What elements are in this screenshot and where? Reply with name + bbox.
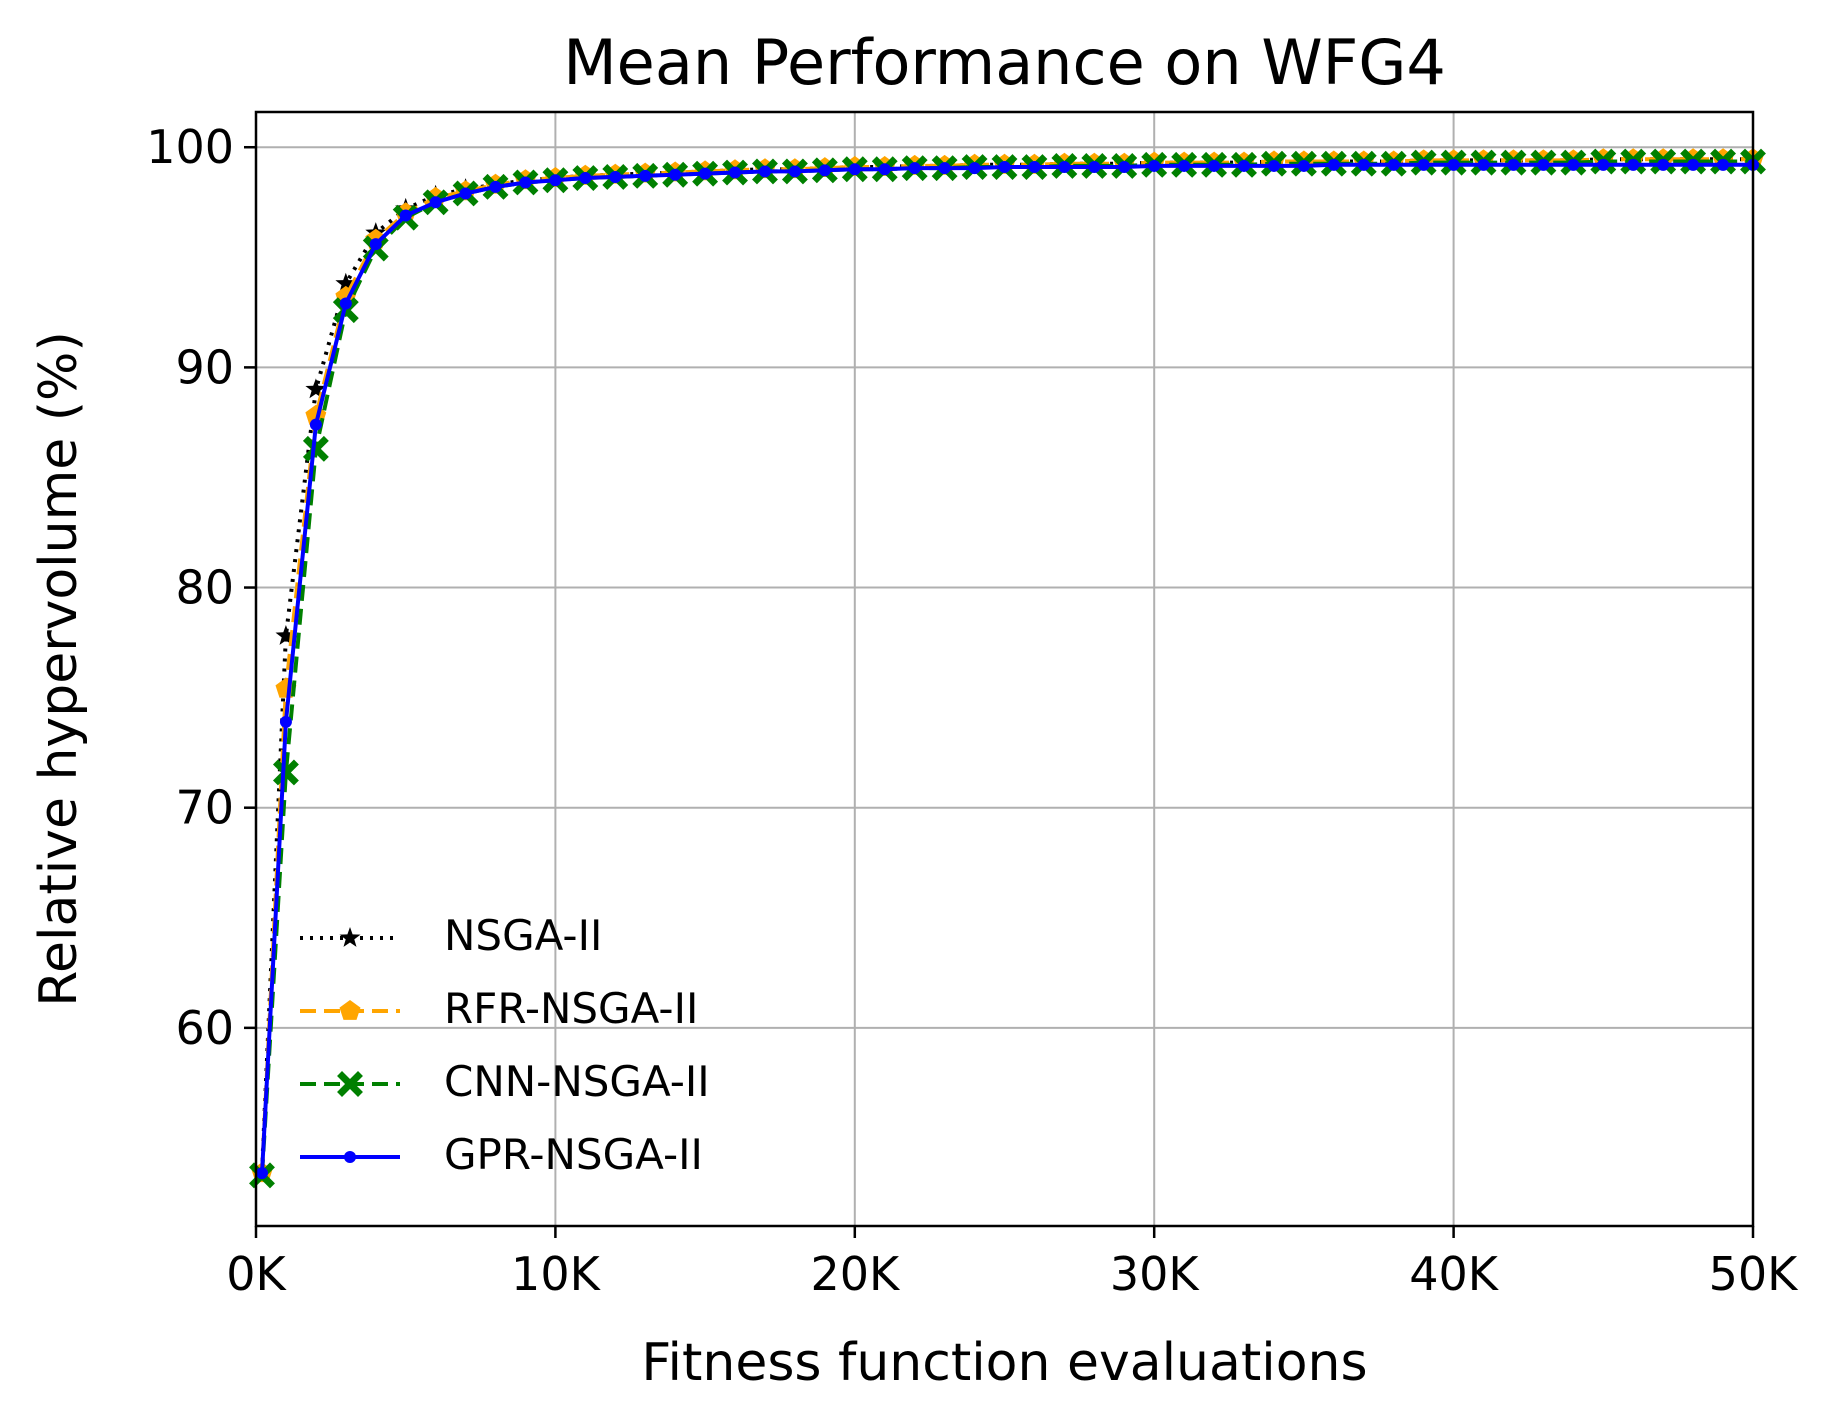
x-tick-label: 50K (1709, 1247, 1800, 1301)
point-gpr-nsga-ii (848, 163, 861, 176)
point-gpr-nsga-ii (1088, 161, 1101, 174)
point-gpr-nsga-ii (1327, 158, 1340, 171)
chart-title: Mean Performance on WFG4 (563, 26, 1446, 99)
series-gpr-nsga-ii (255, 158, 1759, 1180)
point-gpr-nsga-ii (1417, 158, 1430, 171)
point-gpr-nsga-ii (998, 161, 1011, 174)
point-gpr-nsga-ii (878, 163, 891, 176)
point-gpr-nsga-ii (1297, 159, 1310, 172)
point-gpr-nsga-ii (1028, 161, 1041, 174)
legend-marker-rfr-nsga-ii (339, 1000, 361, 1020)
legend-label-nsga-ii: NSGA-II (444, 911, 602, 960)
point-nsga-ii (305, 378, 327, 399)
y-tick-label: 90 (175, 340, 234, 394)
point-gpr-nsga-ii (1477, 158, 1490, 171)
y-tick-label: 100 (146, 120, 234, 174)
point-gpr-nsga-ii (1208, 159, 1221, 172)
y-tick-label: 70 (175, 781, 234, 835)
point-gpr-nsga-ii (669, 168, 682, 181)
point-gpr-nsga-ii (339, 297, 352, 310)
point-gpr-nsga-ii (1387, 158, 1400, 171)
point-gpr-nsga-ii (309, 418, 322, 431)
legend-label-rfr-nsga-ii: RFR-NSGA-II (444, 984, 698, 1033)
legend-swatch-gpr-nsga-ii (300, 1151, 400, 1163)
point-gpr-nsga-ii (369, 238, 382, 251)
point-gpr-nsga-ii (818, 164, 831, 177)
point-nsga-ii (275, 625, 297, 645)
legend-entry-rfr-nsga-ii: RFR-NSGA-II (300, 984, 698, 1033)
y-tick-label: 60 (175, 1001, 234, 1055)
point-gpr-nsga-ii (1267, 159, 1280, 172)
point-gpr-nsga-ii (908, 162, 921, 175)
x-tick-label: 20K (810, 1247, 901, 1301)
x-axis-label: Fitness function evaluations (641, 1333, 1367, 1393)
point-gpr-nsga-ii (639, 169, 652, 182)
point-gpr-nsga-ii (1537, 158, 1550, 171)
y-axis-label: Relative hypervolume (%) (29, 331, 89, 1007)
point-gpr-nsga-ii (459, 187, 472, 200)
point-gpr-nsga-ii (255, 1167, 268, 1180)
point-gpr-nsga-ii (1687, 158, 1700, 171)
x-tick-label: 0K (226, 1247, 287, 1301)
point-gpr-nsga-ii (579, 172, 592, 185)
legend-label-gpr-nsga-ii: GPR-NSGA-II (444, 1130, 703, 1179)
point-gpr-nsga-ii (1447, 158, 1460, 171)
point-cnn-nsga-ii (272, 759, 299, 786)
point-gpr-nsga-ii (758, 165, 771, 178)
point-gpr-nsga-ii (729, 166, 742, 179)
legend-entry-nsga-ii: NSGA-II (300, 911, 602, 960)
point-gpr-nsga-ii (519, 176, 532, 189)
point-gpr-nsga-ii (489, 180, 502, 193)
point-gpr-nsga-ii (1178, 159, 1191, 172)
point-gpr-nsga-ii (1058, 161, 1071, 174)
point-gpr-nsga-ii (1357, 158, 1370, 171)
plot-frame (254, 110, 1755, 1228)
legend-swatch-rfr-nsga-ii (300, 1000, 400, 1020)
x-tick-label: 30K (1110, 1247, 1201, 1301)
point-gpr-nsga-ii (609, 170, 622, 183)
legend-entry-gpr-nsga-ii: GPR-NSGA-II (300, 1130, 703, 1179)
legend-entry-cnn-nsga-ii: CNN-NSGA-II (300, 1057, 710, 1106)
legend-marker-cnn-nsga-ii (337, 1071, 363, 1097)
point-gpr-nsga-ii (968, 162, 981, 175)
point-gpr-nsga-ii (938, 162, 951, 175)
point-gpr-nsga-ii (549, 174, 562, 187)
axis-ticks: 0K 10K 20K 30K 40K 50K 60 70 80 90 100 (146, 120, 1799, 1301)
point-gpr-nsga-ii (788, 165, 801, 178)
legend-swatch-cnn-nsga-ii (300, 1071, 400, 1097)
point-gpr-nsga-ii (699, 167, 712, 180)
legend-marker-nsga-ii (339, 927, 361, 947)
series-layer (249, 148, 1766, 1189)
point-gpr-nsga-ii (1627, 158, 1640, 171)
point-gpr-nsga-ii (1148, 159, 1161, 172)
point-gpr-nsga-ii (1238, 159, 1251, 172)
point-gpr-nsga-ii (1597, 158, 1610, 171)
point-gpr-nsga-ii (279, 715, 292, 728)
legend-marker-gpr-nsga-ii (344, 1151, 356, 1163)
point-gpr-nsga-ii (1567, 158, 1580, 171)
point-gpr-nsga-ii (399, 209, 412, 222)
point-gpr-nsga-ii (1507, 158, 1520, 171)
y-tick-label: 80 (175, 561, 234, 615)
point-cnn-nsga-ii (302, 435, 329, 462)
point-gpr-nsga-ii (1717, 158, 1730, 171)
legend-label-cnn-nsga-ii: CNN-NSGA-II (444, 1057, 710, 1106)
point-gpr-nsga-ii (429, 196, 442, 209)
x-tick-label: 40K (1409, 1247, 1500, 1301)
point-gpr-nsga-ii (1657, 158, 1670, 171)
point-gpr-nsga-ii (1118, 161, 1131, 174)
point-nsga-ii (335, 272, 357, 293)
legend-swatch-nsga-ii (300, 927, 400, 947)
legend: NSGA-II RFR-NSGA-II CNN-NSGA-II GPR-NSGA… (300, 911, 710, 1179)
x-tick-label: 10K (511, 1247, 602, 1301)
